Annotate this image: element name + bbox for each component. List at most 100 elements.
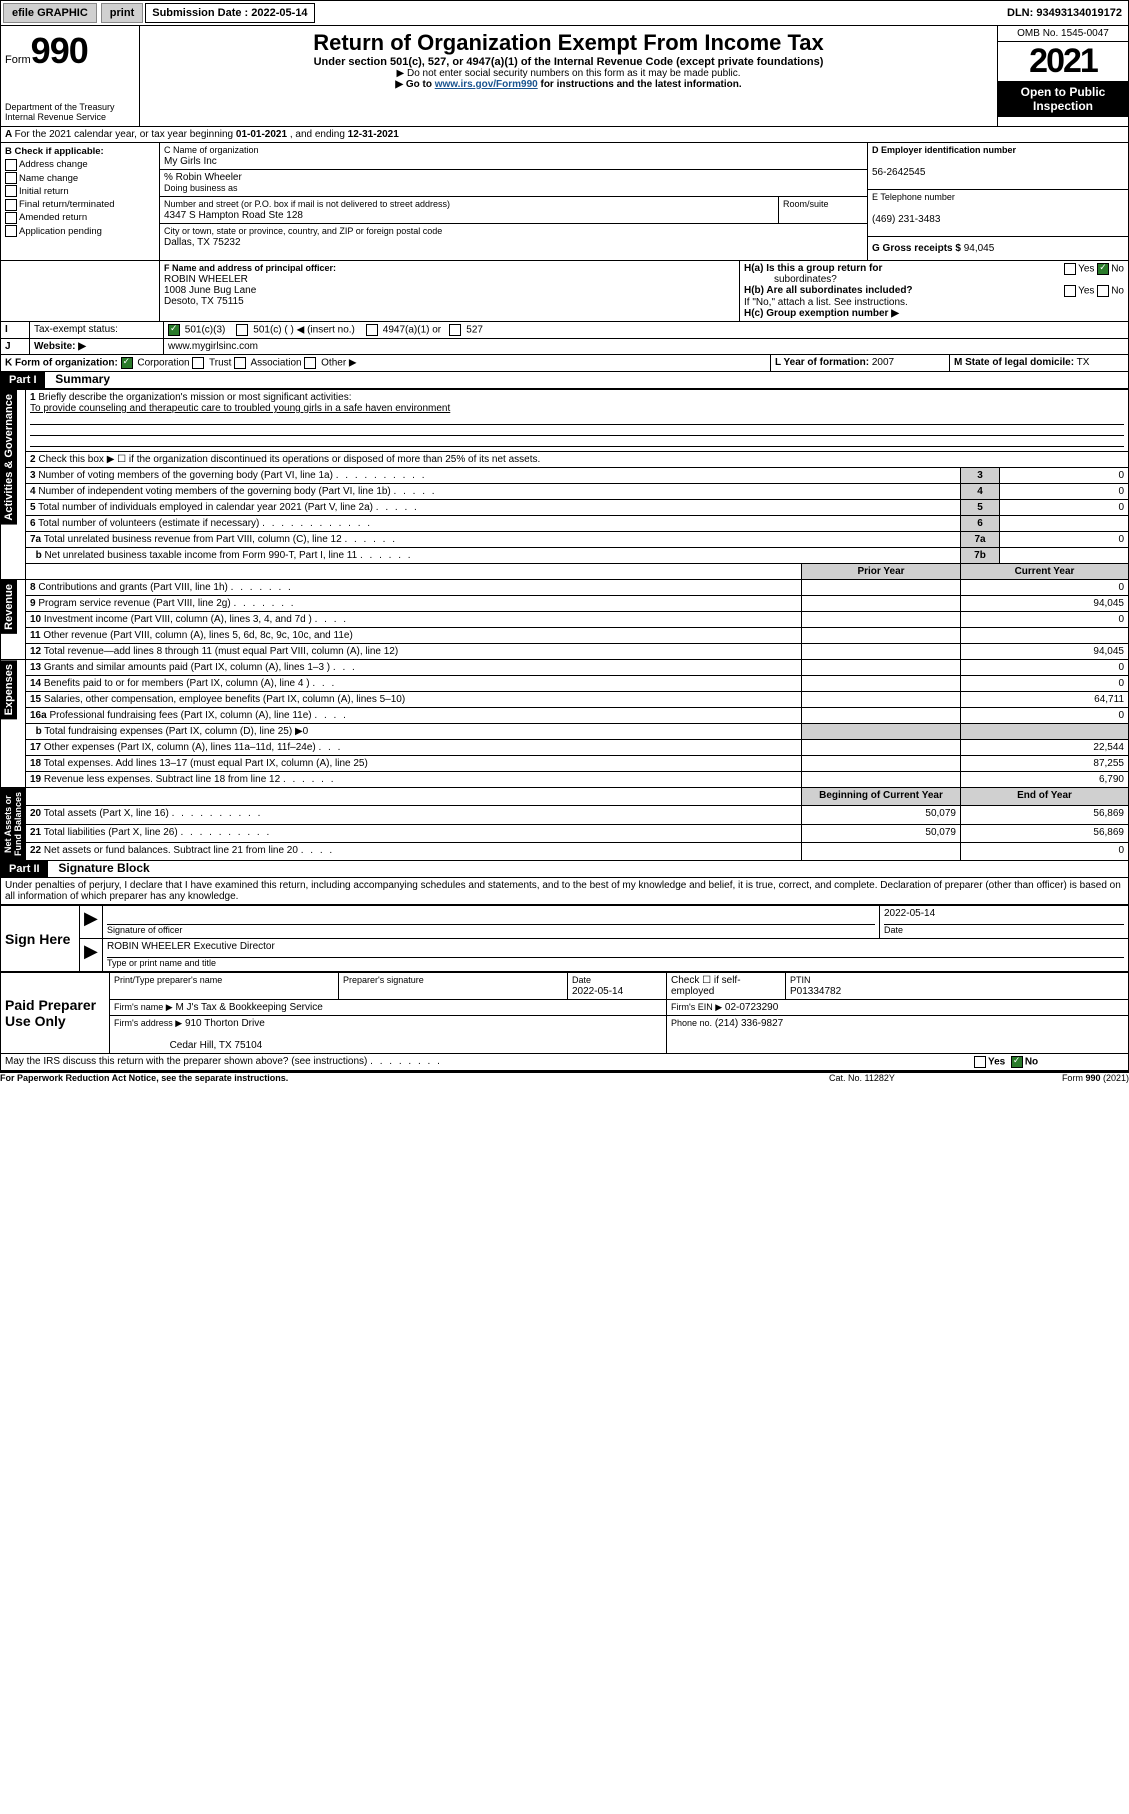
fh-block: F Name and address of principal officer:… xyxy=(0,261,1129,322)
cb-527[interactable] xyxy=(449,324,461,336)
ptin: P01334782 xyxy=(790,986,841,997)
firm-ein: 02-0723290 xyxy=(725,1002,778,1013)
section-c: C Name of organization My Girls Inc % Ro… xyxy=(160,143,868,260)
e18-n: 18 xyxy=(30,758,41,769)
e14-t: Benefits paid to or for members (Part IX… xyxy=(44,678,310,689)
cb-address[interactable] xyxy=(5,159,17,171)
website: www.mygirlsinc.com xyxy=(168,341,258,352)
foot-right: Form 990 (2021) xyxy=(979,1073,1129,1083)
city: Dallas, TX 75232 xyxy=(164,237,241,248)
l2-n: 2 xyxy=(30,454,36,465)
part2-title: Signature Block xyxy=(58,861,149,875)
cb-4947[interactable] xyxy=(366,324,378,336)
a-end: 12-31-2021 xyxy=(348,129,399,140)
mission: To provide counseling and therapeutic ca… xyxy=(30,403,450,414)
r11-t: Other revenue (Part VIII, column (A), li… xyxy=(43,630,352,641)
open: Open to Public xyxy=(1021,85,1106,99)
cb-final[interactable] xyxy=(5,199,17,211)
submission-date: Submission Date : 2022-05-14 xyxy=(145,3,314,23)
firm-label: Firm's name ▶ xyxy=(114,1002,173,1012)
no: No xyxy=(1111,264,1124,275)
e16b-p xyxy=(802,724,961,740)
cb-name[interactable] xyxy=(5,172,17,184)
irs-link[interactable]: www.irs.gov/Form990 xyxy=(435,79,538,90)
e19-t: Revenue less expenses. Subtract line 18 … xyxy=(44,774,280,785)
dept: Department of the Treasury xyxy=(5,102,135,112)
e14-p xyxy=(802,676,961,692)
firm-name: M J's Tax & Bookkeeping Service xyxy=(175,1002,322,1013)
r10-p xyxy=(802,612,961,628)
e16b-n: b xyxy=(36,726,42,737)
e15-c: 64,711 xyxy=(961,692,1129,708)
col-begin: Beginning of Current Year xyxy=(802,788,961,806)
firm-ein-label: Firm's EIN ▶ xyxy=(671,1002,722,1012)
b-label: B Check if applicable: xyxy=(5,146,104,157)
tab-netassets: Net Assets orFund Balances xyxy=(1,788,25,860)
n22-b xyxy=(802,842,961,860)
k-trust: Trust xyxy=(209,358,231,369)
line-j: J Website: ▶ www.mygirlsinc.com xyxy=(0,339,1129,355)
l1-n: 1 xyxy=(30,392,36,403)
cb-other[interactable] xyxy=(304,357,316,369)
officer-sig[interactable] xyxy=(107,908,875,925)
hb-yes[interactable] xyxy=(1064,285,1076,297)
room-label: Room/suite xyxy=(778,197,867,223)
decl-text: Under penalties of perjury, I declare th… xyxy=(1,878,1128,904)
ha-yes[interactable] xyxy=(1064,263,1076,275)
discuss-yes[interactable] xyxy=(974,1056,986,1068)
cb-501c3[interactable] xyxy=(168,324,180,336)
officer-name: ROBIN WHEELER xyxy=(164,274,248,285)
tab-governance: Activities & Governance xyxy=(1,390,17,525)
yes2: Yes xyxy=(1078,286,1094,297)
cb-trust[interactable] xyxy=(192,357,204,369)
k-other: Other ▶ xyxy=(321,358,356,369)
l5-v: 0 xyxy=(1000,500,1129,516)
declaration: Under penalties of perjury, I declare th… xyxy=(0,878,1129,905)
subtitle-2: ▶ Do not enter social security numbers o… xyxy=(144,68,993,79)
l5-box: 5 xyxy=(961,500,1000,516)
line-i: I Tax-exempt status: 501(c)(3) 501(c) ( … xyxy=(0,322,1129,339)
l3-v: 0 xyxy=(1000,468,1129,484)
ha-no[interactable] xyxy=(1097,263,1109,275)
cb-corp[interactable] xyxy=(121,357,133,369)
sig-date-line: 2022-05-14 xyxy=(884,908,1124,925)
form-title: Return of Organization Exempt From Incom… xyxy=(144,30,993,56)
cb-initial[interactable] xyxy=(5,185,17,197)
efile-btn[interactable]: efile GRAPHIC xyxy=(3,3,97,23)
n21-e: 56,869 xyxy=(961,824,1129,842)
sub-label: Submission Date : xyxy=(152,7,248,19)
l7a-box: 7a xyxy=(961,532,1000,548)
cb-amended[interactable] xyxy=(5,212,17,224)
e13-p xyxy=(802,660,961,676)
ein: 56-2642545 xyxy=(872,167,925,178)
n20-e: 56,869 xyxy=(961,806,1129,824)
print-btn[interactable]: print xyxy=(101,3,143,23)
l4-v: 0 xyxy=(1000,484,1129,500)
n20-n: 20 xyxy=(30,808,41,819)
e15-p xyxy=(802,692,961,708)
city-label: City or town, state or province, country… xyxy=(164,226,442,236)
discuss-no[interactable] xyxy=(1011,1056,1023,1068)
e-label: E Telephone number xyxy=(872,192,955,202)
i-4947: 4947(a)(1) or xyxy=(383,325,441,336)
cb-assoc[interactable] xyxy=(234,357,246,369)
e16a-c: 0 xyxy=(961,708,1129,724)
care-of: % Robin Wheeler xyxy=(164,172,242,183)
section-deg: D Employer identification number 56-2642… xyxy=(868,143,1128,260)
ha-label2: subordinates? xyxy=(774,274,837,285)
n22-t: Net assets or fund balances. Subtract li… xyxy=(44,845,298,856)
f-label: F Name and address of principal officer: xyxy=(164,263,336,273)
street-label: Number and street (or P.O. box if mail i… xyxy=(164,199,450,209)
prep-date: 2022-05-14 xyxy=(572,986,623,997)
cb-501c[interactable] xyxy=(236,324,248,336)
r12-p xyxy=(802,644,961,660)
cb-pending[interactable] xyxy=(5,225,17,237)
e19-c: 6,790 xyxy=(961,772,1129,788)
e16b-t: Total fundraising expenses (Part IX, col… xyxy=(44,726,308,737)
header-right: OMB No. 1545-0047 2021 Open to Public In… xyxy=(997,26,1128,126)
l3-n: 3 xyxy=(30,470,36,481)
hb-no[interactable] xyxy=(1097,285,1109,297)
n22-n: 22 xyxy=(30,845,41,856)
a-begin: 01-01-2021 xyxy=(236,129,287,140)
r8-p xyxy=(802,580,961,596)
